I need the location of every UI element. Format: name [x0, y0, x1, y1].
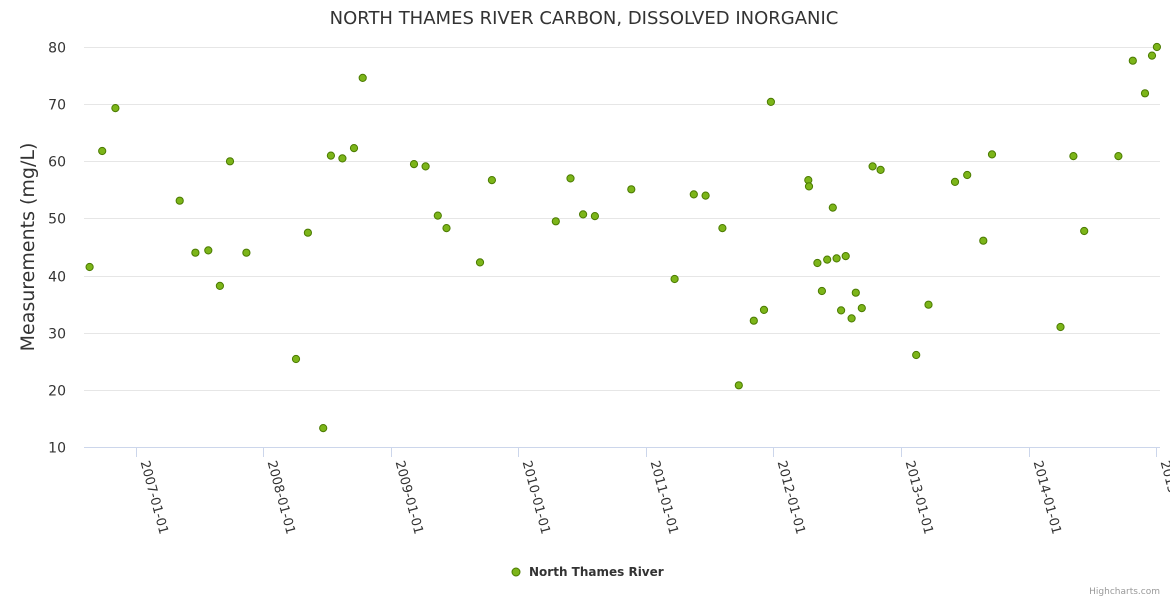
- data-point[interactable]: [987, 150, 997, 159]
- data-point[interactable]: [442, 224, 451, 233]
- legend-item-north-thames-river[interactable]: North Thames River: [529, 565, 664, 579]
- data-point[interactable]: [421, 162, 430, 171]
- data-point[interactable]: [111, 104, 120, 113]
- data-point[interactable]: [242, 248, 251, 257]
- y-tick-label: 10: [48, 441, 66, 457]
- data-point[interactable]: [225, 157, 235, 166]
- data-point[interactable]: [98, 146, 107, 156]
- data-point[interactable]: [303, 228, 312, 237]
- data-point[interactable]: [551, 217, 560, 226]
- data-point[interactable]: [487, 176, 496, 185]
- data-point[interactable]: [349, 144, 359, 153]
- data-point[interactable]: [433, 211, 442, 220]
- data-point[interactable]: [191, 248, 200, 257]
- data-point[interactable]: [1069, 152, 1078, 161]
- data-point[interactable]: [857, 304, 866, 313]
- y-tick-label: 30: [48, 327, 66, 343]
- data-point[interactable]: [837, 306, 846, 315]
- data-point[interactable]: [841, 252, 850, 261]
- legend-marker[interactable]: [511, 567, 521, 577]
- data-point[interactable]: [291, 354, 301, 364]
- data-point[interactable]: [817, 286, 827, 296]
- data-point[interactable]: [1147, 51, 1157, 60]
- data-point[interactable]: [85, 262, 94, 272]
- y-tick-label: 50: [48, 212, 66, 228]
- data-point[interactable]: [409, 160, 419, 169]
- data-point[interactable]: [823, 255, 832, 264]
- data-point[interactable]: [804, 182, 814, 191]
- data-point[interactable]: [963, 170, 972, 180]
- data-point[interactable]: [1128, 56, 1137, 65]
- data-point[interactable]: [701, 191, 710, 200]
- data-point[interactable]: [338, 154, 347, 163]
- data-point[interactable]: [204, 246, 213, 255]
- data-point[interactable]: [950, 177, 960, 186]
- data-point[interactable]: [670, 274, 679, 284]
- data-point[interactable]: [828, 203, 837, 212]
- data-point[interactable]: [832, 254, 841, 263]
- y-tick-label: 70: [48, 98, 66, 114]
- data-point[interactable]: [175, 196, 184, 205]
- data-point[interactable]: [734, 381, 743, 390]
- gridlines: [84, 47, 1160, 448]
- y-tick-label: 80: [48, 41, 66, 57]
- data-point[interactable]: [766, 97, 776, 107]
- credits-link[interactable]: Highcharts.com: [1089, 587, 1160, 597]
- data-point[interactable]: [475, 258, 485, 267]
- data-point[interactable]: [689, 190, 698, 199]
- data-point[interactable]: [813, 258, 822, 268]
- data-point[interactable]: [718, 224, 727, 233]
- data-point[interactable]: [319, 424, 328, 433]
- data-point[interactable]: [627, 185, 636, 194]
- data-point[interactable]: [1080, 226, 1089, 236]
- data-point[interactable]: [1140, 89, 1150, 98]
- legend[interactable]: North Thames River: [511, 565, 664, 579]
- data-point[interactable]: [749, 316, 758, 325]
- data-point[interactable]: [847, 314, 856, 323]
- data-point[interactable]: [566, 174, 575, 183]
- data-point[interactable]: [358, 73, 367, 83]
- data-point[interactable]: [590, 212, 600, 221]
- data-point[interactable]: [1152, 42, 1162, 52]
- data-point[interactable]: [1114, 152, 1123, 161]
- y-tick-label: 60: [48, 155, 66, 171]
- data-point[interactable]: [326, 151, 335, 160]
- data-point[interactable]: [579, 210, 588, 219]
- data-point[interactable]: [215, 281, 224, 290]
- y-tick-label: 20: [48, 384, 66, 400]
- data-point[interactable]: [868, 162, 877, 171]
- data-point[interactable]: [979, 236, 988, 245]
- y-axis-title: Measurements (mg/L): [17, 143, 39, 352]
- series-north-thames-river: [85, 42, 1162, 433]
- data-point[interactable]: [851, 288, 860, 297]
- data-point[interactable]: [876, 165, 885, 174]
- chart-title: NORTH THAMES RIVER CARBON, DISSOLVED INO…: [330, 8, 839, 29]
- data-point[interactable]: [924, 300, 933, 309]
- data-point[interactable]: [1056, 322, 1065, 332]
- y-axis: 10 20 30 40 50 60 70 80: [48, 41, 66, 457]
- data-point[interactable]: [759, 305, 769, 314]
- data-point[interactable]: [912, 350, 921, 360]
- y-tick-label: 40: [48, 270, 66, 286]
